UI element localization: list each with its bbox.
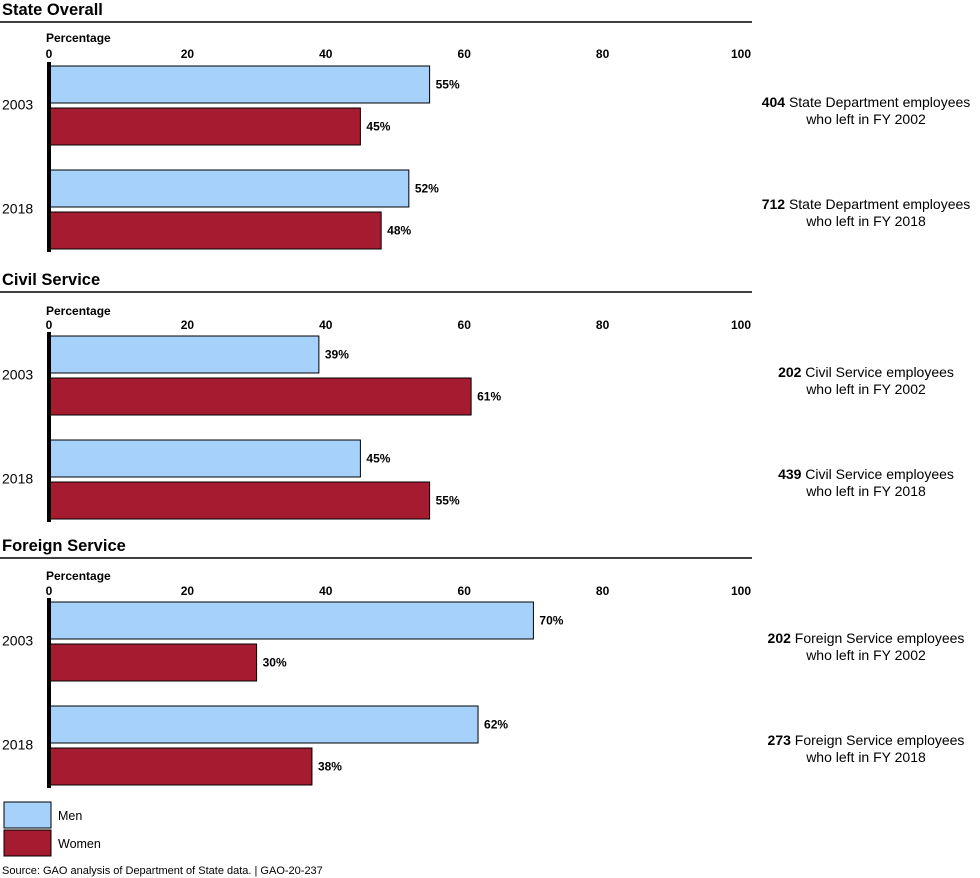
x-tick-label: 80 xyxy=(596,318,610,332)
bar-women-2003 xyxy=(48,377,472,416)
note-line-2: who left in FY 2018 xyxy=(805,213,926,229)
bar-value-label: 52% xyxy=(415,182,439,196)
bar-women-2018 xyxy=(48,481,431,520)
x-tick-label: 80 xyxy=(596,47,610,61)
legend-swatch-men xyxy=(3,801,52,829)
bar-value-label: 55% xyxy=(436,78,460,92)
x-tick-label: 80 xyxy=(596,584,610,598)
bar-value-label: 45% xyxy=(366,120,390,134)
x-axis-title: Percentage xyxy=(46,304,111,318)
x-tick-label: 100 xyxy=(731,47,751,61)
x-axis-title: Percentage xyxy=(46,569,111,583)
bar-value-label: 61% xyxy=(477,390,501,404)
note-count: 202 xyxy=(768,630,792,646)
category-label-2018: 2018 xyxy=(2,471,33,487)
note-line-1: 712 State Department employees xyxy=(762,196,971,212)
bar-men-2003 xyxy=(48,65,431,104)
bar-value-label: 30% xyxy=(263,656,287,670)
x-tick-label: 0 xyxy=(46,318,53,332)
bar-value-label: 39% xyxy=(325,348,349,362)
bar-women-2003 xyxy=(48,107,361,146)
panel-title: Foreign Service xyxy=(2,537,126,555)
note-line-2: who left in FY 2018 xyxy=(805,483,926,499)
x-tick-label: 40 xyxy=(319,47,333,61)
x-tick-label: 0 xyxy=(46,47,53,61)
note-text: Civil Service employees xyxy=(801,364,954,380)
bar-value-label: 45% xyxy=(366,452,390,466)
note-line-1: 202 Foreign Service employees xyxy=(768,630,965,646)
bar-women-2018 xyxy=(48,211,382,250)
note-line-2: who left in FY 2002 xyxy=(805,647,926,663)
note-count: 439 xyxy=(778,466,802,482)
panel-title: Civil Service xyxy=(2,271,100,289)
bar-men-2003 xyxy=(48,601,534,640)
x-tick-label: 0 xyxy=(46,584,53,598)
legend-label-men: Men xyxy=(58,809,82,823)
note-count: 404 xyxy=(762,94,786,110)
bar-value-label: 70% xyxy=(539,614,563,628)
legend: Men Women xyxy=(3,801,101,857)
bar-value-label: 48% xyxy=(387,224,411,238)
note-count: 273 xyxy=(768,732,792,748)
source-note: Source: GAO analysis of Department of St… xyxy=(2,865,323,877)
bar-value-label: 38% xyxy=(318,760,342,774)
bar-women-2018 xyxy=(48,747,313,786)
x-tick-label: 20 xyxy=(181,47,195,61)
note-line-1: 202 Civil Service employees xyxy=(778,364,954,380)
category-label-2018: 2018 xyxy=(2,201,33,217)
note-text: Foreign Service employees xyxy=(791,732,965,748)
x-axis-title: Percentage xyxy=(46,31,111,45)
note-line-2: who left in FY 2018 xyxy=(805,749,926,765)
x-tick-label: 60 xyxy=(458,584,472,598)
bar-value-label: 62% xyxy=(484,718,508,732)
note-line-2: who left in FY 2002 xyxy=(805,381,926,397)
bar-value-label: 55% xyxy=(436,494,460,508)
x-tick-label: 60 xyxy=(458,47,472,61)
bar-men-2018 xyxy=(48,169,410,208)
x-tick-label: 20 xyxy=(181,584,195,598)
bar-men-2018 xyxy=(48,705,479,744)
note-line-1: 439 Civil Service employees xyxy=(778,466,954,482)
note-count: 712 xyxy=(762,196,786,212)
x-tick-label: 20 xyxy=(181,318,195,332)
note-text: State Department employees xyxy=(785,94,970,110)
x-tick-label: 100 xyxy=(731,318,751,332)
note-text: Civil Service employees xyxy=(801,466,954,482)
x-tick-label: 40 xyxy=(319,318,333,332)
note-line-1: 273 Foreign Service employees xyxy=(768,732,965,748)
x-tick-label: 60 xyxy=(458,318,472,332)
legend-label-women: Women xyxy=(58,837,101,851)
category-label-2003: 2003 xyxy=(2,367,33,383)
x-tick-label: 100 xyxy=(731,584,751,598)
bar-men-2018 xyxy=(48,439,361,478)
bar-men-2003 xyxy=(48,335,320,374)
panel-state-overall: State Overall Percentage 0 20 40 60 80 100 55% 52… xyxy=(0,1,970,252)
note-text: State Department employees xyxy=(785,196,970,212)
legend-swatch-women xyxy=(3,829,52,857)
category-label-2003: 2003 xyxy=(2,97,33,113)
category-label-2003: 2003 xyxy=(2,633,33,649)
category-label-2018: 2018 xyxy=(2,737,33,753)
note-text: Foreign Service employees xyxy=(791,630,965,646)
note-count: 202 xyxy=(778,364,802,380)
panel-title: State Overall xyxy=(2,1,103,19)
note-line-2: who left in FY 2002 xyxy=(805,111,926,127)
x-tick-label: 40 xyxy=(319,584,333,598)
bar-women-2003 xyxy=(48,643,258,682)
note-line-1: 404 State Department employees xyxy=(762,94,971,110)
